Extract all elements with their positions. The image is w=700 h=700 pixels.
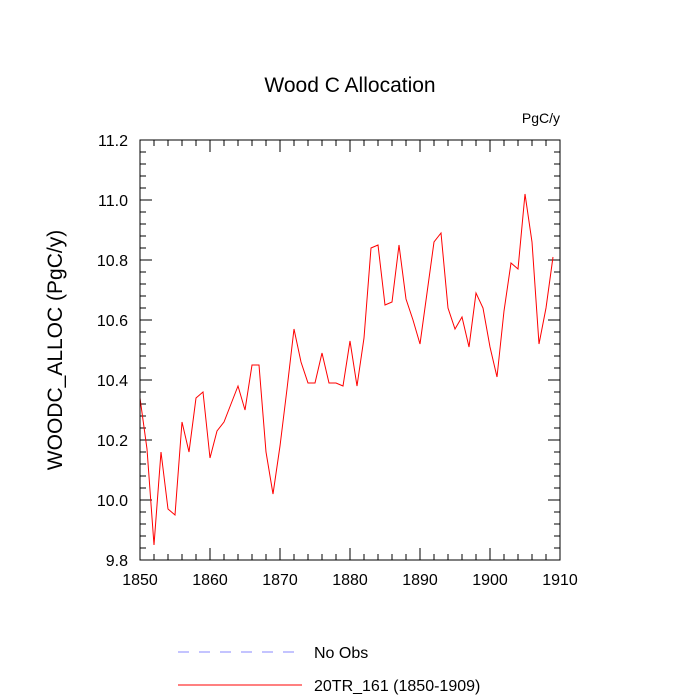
- chart-title: Wood C Allocation: [264, 74, 435, 97]
- x-tick-label: 1860: [192, 572, 228, 589]
- y-tick-label: 10.6: [97, 313, 128, 330]
- y-tick-label: 10.2: [97, 433, 128, 450]
- x-tick-label: 1900: [472, 572, 508, 589]
- y-tick-label: 10.8: [97, 253, 128, 270]
- legend: No Obs 20TR_161 (1850-1909): [178, 645, 480, 695]
- x-tick-label: 1850: [122, 572, 158, 589]
- axis-ticks: 1850 1860 1870 1880 1890 1900 1910 9.8 10.0 10.2 1…: [97, 133, 578, 589]
- y-tick-label: 10.4: [97, 373, 128, 390]
- x-tick-label: 1870: [262, 572, 298, 589]
- x-tick-label: 1890: [402, 572, 438, 589]
- series-layer: [139, 193, 554, 546]
- x-tick-label: 1880: [332, 572, 368, 589]
- y-tick-label: 11.0: [98, 193, 128, 210]
- y-tick-label: 9.8: [106, 553, 128, 570]
- x-tick-label: 1910: [542, 572, 578, 589]
- y-axis-label: WOODC_ALLOC (PgC/y): [44, 230, 67, 470]
- y-tick-label: 10.0: [97, 493, 128, 510]
- legend-label: 20TR_161 (1850-1909): [314, 678, 480, 695]
- units-label: PgC/y: [522, 110, 560, 126]
- series-line: [139, 193, 554, 546]
- legend-label: No Obs: [314, 645, 368, 662]
- plot-frame: [139, 139, 561, 561]
- y-tick-label: 11.2: [98, 133, 128, 150]
